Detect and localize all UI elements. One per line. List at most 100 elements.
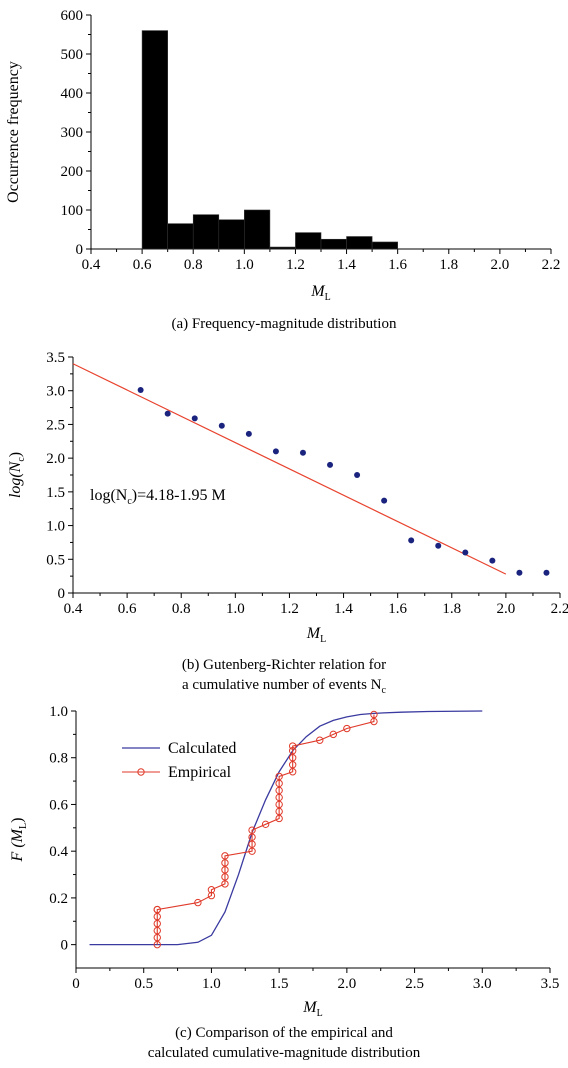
b-x-tick-label: 1.8 xyxy=(442,601,461,617)
caption-a-text: (a) Frequency-magnitude distribution xyxy=(171,316,397,332)
b-x-tick-label: 1.0 xyxy=(226,601,245,617)
a-bar xyxy=(295,232,322,250)
panel-c: 0 0.5 1.0 1.5 2.0 2.5 3.0 3.5 0 0.2 0.4 0.6 0.8 1.0 Ca… xyxy=(0,700,568,1020)
b-data-point xyxy=(516,569,523,576)
c-empirical-marker xyxy=(316,736,324,744)
b-data-point xyxy=(354,472,361,478)
b-y-tick-label: 2.0 xyxy=(46,451,65,467)
b-data-point xyxy=(299,449,306,456)
b-y-axis-title-main: log(N xyxy=(7,460,24,498)
a-x-tick-label: 0.8 xyxy=(184,257,203,273)
c-empirical-marker xyxy=(153,933,161,942)
b-x-tick-label: 2.2 xyxy=(551,601,568,617)
c-empirical-marker xyxy=(248,847,256,855)
b-y-tick-label: 1.5 xyxy=(46,485,65,501)
c-empirical-marker xyxy=(221,852,229,860)
c-empirical-marker xyxy=(153,926,161,935)
c-empirical-marker xyxy=(329,730,338,739)
c-empirical-marker xyxy=(275,786,283,795)
c-y-tick-label: 0.4 xyxy=(49,844,68,860)
b-x-tick-label: 1.6 xyxy=(388,601,407,617)
c-y-tick-label: 0.2 xyxy=(49,891,68,907)
b-data-point xyxy=(272,448,279,455)
chart-a: 0.4 0.6 0.8 1.0 1.2 1.4 1.6 1.8 2.0 2.2 0 100 200 300… xyxy=(5,8,560,303)
b-data-point xyxy=(191,415,198,422)
c-y-tick-label: 0 xyxy=(61,938,69,954)
a-bar xyxy=(371,241,398,250)
a-x-tick-label: 1.8 xyxy=(439,257,458,273)
c-y-tick-label: 0.8 xyxy=(49,751,68,767)
a-bar xyxy=(218,219,245,250)
caption-b: (b) Gutenberg-Richter relation for a cum… xyxy=(0,655,568,701)
c-empirical-marker xyxy=(288,761,297,769)
c-y-axis-title-main: F (M xyxy=(9,827,26,862)
c-y-axis-title-end: ) xyxy=(9,818,26,823)
c-x-tick-label: 1.0 xyxy=(202,976,221,992)
b-x-axis-title-sub: L xyxy=(320,634,326,645)
c-empirical-marker xyxy=(207,891,216,900)
b-data-point xyxy=(327,461,334,468)
a-x-axis-title-main: M xyxy=(310,283,326,300)
a-x-tick-label: 1.0 xyxy=(235,257,254,273)
b-fit-annotation-post: )=4.18-1.95 M xyxy=(132,487,226,504)
c-empirical-marker xyxy=(153,912,161,921)
b-x-tick-label: 0.8 xyxy=(172,601,191,617)
c-empirical-marker xyxy=(248,840,256,848)
b-data-point xyxy=(164,410,171,417)
a-y-tick-label: 200 xyxy=(61,164,84,180)
b-x-tick-label: 1.2 xyxy=(280,601,299,617)
c-empirical-marker xyxy=(248,826,256,834)
c-legend-calculated-label: Calculated xyxy=(168,740,236,757)
b-y-tick-label: 2.5 xyxy=(46,417,65,433)
a-y-tick-label: 400 xyxy=(61,86,84,102)
a-x-tick-label: 0.4 xyxy=(82,257,101,273)
b-x-axis-title-main: M xyxy=(306,625,322,642)
c-x-tick-label: 0.5 xyxy=(134,976,153,992)
c-empirical-marker xyxy=(153,905,161,914)
a-x-tick-label: 1.6 xyxy=(388,257,407,273)
b-y-axis-title-sub: c xyxy=(16,457,27,462)
c-x-tick-label: 2.0 xyxy=(337,976,356,992)
b-y-tick-label: 0.5 xyxy=(46,552,65,568)
b-x-axis-title: ML xyxy=(306,625,326,645)
caption-c: (c) Comparison of the empirical and calc… xyxy=(0,1023,568,1063)
a-x-tick-label: 1.4 xyxy=(337,257,356,273)
c-empirical-marker xyxy=(275,793,283,802)
c-empirical-marker xyxy=(261,820,270,829)
a-x-axis-title: ML xyxy=(310,283,330,303)
c-legend-empirical-label: Empirical xyxy=(168,764,232,781)
b-fit-annotation: log(Nc)=4.18-1.95 M xyxy=(90,487,226,507)
c-empirical-marker xyxy=(288,742,297,750)
c-empirical-marker xyxy=(288,754,297,762)
c-empirical-marker xyxy=(370,710,378,719)
b-fit-annotation-sub: c xyxy=(127,496,132,507)
a-y-tick-label: 300 xyxy=(61,125,84,141)
c-y-tick-label: 1.0 xyxy=(49,704,68,720)
a-y-tick-label: 600 xyxy=(61,8,84,24)
c-x-tick-label: 1.5 xyxy=(270,976,289,992)
c-empirical-marker xyxy=(194,898,202,907)
a-bar xyxy=(346,236,373,250)
c-empirical-marker xyxy=(288,747,297,755)
a-bar xyxy=(244,209,271,250)
c-y-axis-title: F (ML) xyxy=(9,818,29,863)
c-empirical-marker xyxy=(275,807,283,816)
c-calculated-line xyxy=(89,710,483,946)
b-data-point xyxy=(435,542,442,549)
a-y-tick-label: 500 xyxy=(61,47,84,63)
b-fit-line xyxy=(72,363,507,575)
c-empirical-marker xyxy=(275,772,283,781)
b-y-tick-label: 1.0 xyxy=(46,519,65,535)
b-y-tick-label: 3.0 xyxy=(46,384,65,400)
b-x-tick-label: 1.4 xyxy=(334,601,353,617)
a-x-tick-label: 2.0 xyxy=(491,257,510,273)
c-empirical-marker xyxy=(288,768,297,776)
c-empirical-marker xyxy=(370,717,378,726)
c-x-tick-label: 2.5 xyxy=(405,976,424,992)
c-empirical-marker xyxy=(221,859,229,867)
a-bar xyxy=(167,223,194,250)
c-empirical-marker xyxy=(221,866,229,874)
c-y-tick-label: 0.6 xyxy=(49,797,68,813)
c-empirical-marker xyxy=(275,800,283,809)
caption-a: (a) Frequency-magnitude distribution xyxy=(0,314,568,334)
